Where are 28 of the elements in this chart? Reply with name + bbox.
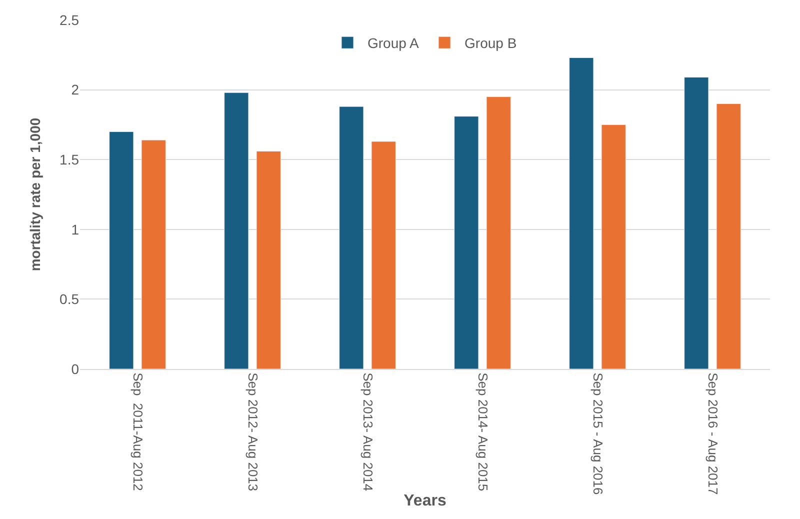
y-tick-label: 1.5 — [60, 152, 80, 168]
x-axis-title: Years — [404, 492, 446, 510]
bar — [141, 140, 166, 369]
legend-label: Group A — [368, 35, 420, 52]
x-tick-label: Sep 2013- Aug 2014 — [360, 372, 376, 492]
y-tick-label: 0 — [71, 360, 80, 377]
bar — [109, 131, 134, 369]
bar — [716, 104, 741, 369]
y-tick-label: 0.5 — [60, 291, 80, 308]
bar — [339, 106, 364, 369]
x-tick-label: Sep 2014- Aug 2015 — [475, 372, 490, 492]
bar — [486, 96, 511, 369]
y-tick-label: 2 — [71, 82, 80, 98]
x-tick-label: Sep 2015 - Aug 2016 — [590, 372, 606, 495]
bar — [371, 141, 396, 369]
y-axis-title: mortality rate per 1,000 — [27, 118, 44, 272]
y-tick-label: 1 — [71, 221, 80, 238]
x-tick-label: Sep 2016 - Aug 2017 — [705, 372, 720, 495]
y-tick-label: 2.5 — [60, 12, 80, 28]
bar — [569, 57, 594, 369]
x-tick-label: Sep 2011-Aug 2012 — [130, 372, 146, 491]
bar — [224, 92, 249, 369]
bar — [256, 150, 281, 369]
bar — [454, 116, 479, 369]
bar — [684, 76, 709, 369]
x-tick-label: Sep 2012- Aug 2013 — [245, 372, 260, 492]
bar — [601, 124, 626, 369]
legend-label: Group B — [464, 35, 517, 52]
